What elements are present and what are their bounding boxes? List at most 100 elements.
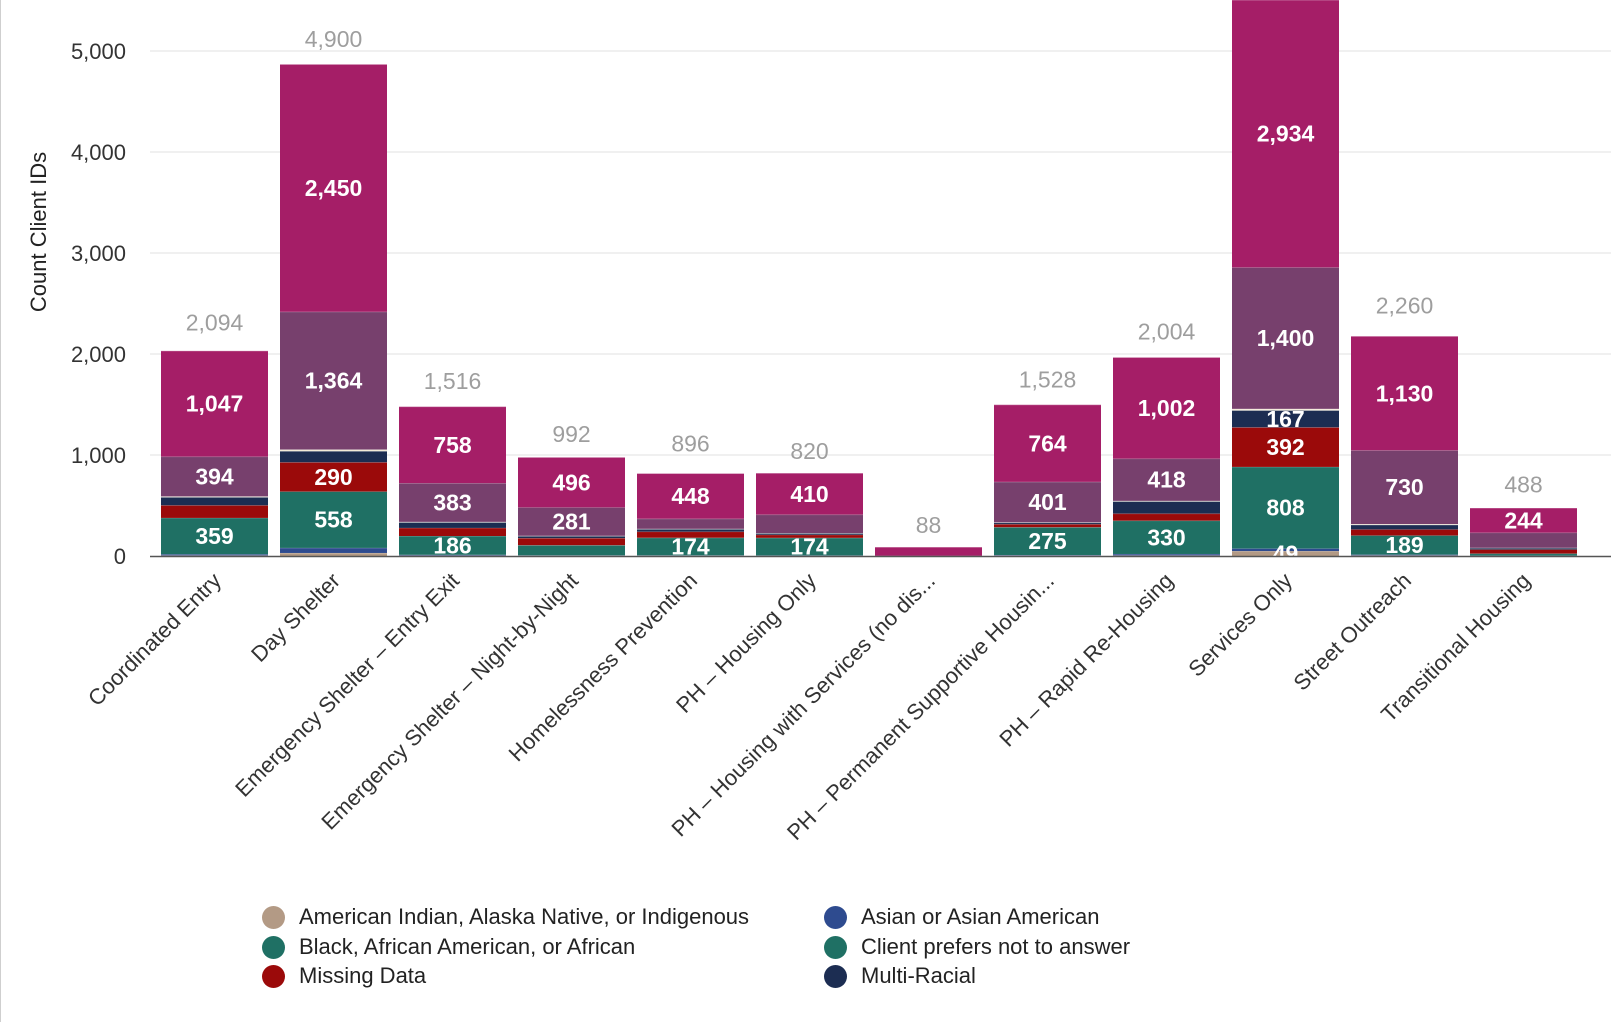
bar-segment[interactable] — [518, 457, 625, 508]
bar-segment[interactable] — [161, 350, 268, 457]
bar-segment[interactable] — [1232, 267, 1339, 409]
bar-segment[interactable] — [280, 462, 387, 492]
x-tick-label: Homelessness Prevention — [504, 568, 702, 766]
bar-segment[interactable] — [399, 522, 506, 528]
bar-segment[interactable] — [756, 537, 863, 556]
bar-segment[interactable] — [1113, 458, 1220, 501]
bar-segment[interactable] — [161, 497, 268, 506]
bar-segment[interactable] — [1113, 357, 1220, 459]
bar-segment[interactable] — [280, 547, 387, 553]
legend-item[interactable]: Missing Data — [262, 962, 426, 990]
bar-segment[interactable] — [1351, 554, 1458, 556]
bar-segment[interactable] — [280, 552, 387, 556]
bar-segment[interactable] — [1113, 501, 1220, 514]
bar-segment[interactable] — [161, 554, 268, 556]
bar-total-label: 2,260 — [1376, 293, 1434, 319]
bar-segment[interactable] — [1470, 549, 1577, 554]
bar-segment[interactable] — [280, 451, 387, 463]
legend-item[interactable]: American Indian, Alaska Native, or Indig… — [262, 903, 749, 931]
bar-segment[interactable] — [399, 527, 506, 537]
bar-segment[interactable] — [1351, 336, 1458, 451]
bar-segment[interactable] — [637, 537, 744, 556]
bar-total-label: 820 — [790, 438, 828, 464]
bar-segment[interactable] — [399, 554, 506, 556]
bar-segment[interactable] — [994, 481, 1101, 523]
bar-segment[interactable] — [756, 514, 863, 534]
left-border — [0, 0, 1, 1022]
bar-segment[interactable] — [161, 496, 268, 498]
bar-segment[interactable] — [1470, 532, 1577, 548]
bar-segment[interactable] — [280, 311, 387, 450]
bar-segment[interactable] — [399, 536, 506, 555]
bar-segment[interactable] — [1470, 553, 1577, 556]
bar-segment[interactable] — [1232, 410, 1339, 428]
y-tick-label: 0 — [114, 544, 126, 569]
bar-segment[interactable] — [637, 473, 744, 519]
bar-segment[interactable] — [994, 527, 1101, 555]
bar-segment[interactable] — [1113, 553, 1220, 556]
segment-value-label: 448 — [671, 483, 710, 509]
bar-segment[interactable] — [756, 473, 863, 515]
bar-segment[interactable] — [280, 64, 387, 312]
legend-swatch-icon — [824, 935, 847, 959]
bar-segment[interactable] — [280, 491, 387, 548]
bar-segment[interactable] — [1351, 555, 1458, 556]
bar-segment[interactable] — [399, 521, 506, 523]
bar-segment[interactable] — [637, 529, 744, 532]
segment-value-label: 174 — [790, 534, 829, 560]
bar-segment[interactable] — [1470, 548, 1577, 550]
bar-segment[interactable] — [1351, 535, 1458, 555]
bar-total-label: 488 — [1504, 472, 1542, 498]
bar-segment[interactable] — [1470, 508, 1577, 533]
bar-segment[interactable] — [1232, 466, 1339, 549]
bar-segment[interactable] — [1113, 500, 1220, 502]
bar-segment[interactable] — [1351, 529, 1458, 536]
bar-segment[interactable] — [756, 533, 863, 535]
legend-swatch-icon — [262, 905, 285, 929]
bar-segment[interactable] — [756, 534, 863, 538]
bar-segment[interactable] — [1351, 450, 1458, 525]
legend-item[interactable]: Multi-Racial — [824, 962, 976, 990]
bar-segment[interactable] — [518, 538, 625, 546]
bar-segment[interactable] — [161, 517, 268, 555]
bar-segment[interactable] — [399, 406, 506, 484]
bar-segment[interactable] — [1113, 555, 1220, 556]
bar-segment[interactable] — [637, 531, 744, 538]
bar-segment[interactable] — [399, 483, 506, 522]
bar-segment[interactable] — [161, 555, 268, 556]
bar-segment[interactable] — [875, 547, 982, 556]
bar-segment[interactable] — [1113, 520, 1220, 554]
bar-segment[interactable] — [161, 505, 268, 518]
legend-swatch-icon — [824, 905, 847, 929]
bar-segment[interactable] — [1113, 513, 1220, 521]
segment-value-label: 764 — [1028, 430, 1067, 456]
x-tick-label: Coordinated Entry — [83, 568, 226, 711]
bar-segment[interactable] — [280, 449, 387, 452]
bar-segment[interactable] — [1232, 548, 1339, 552]
legend-item[interactable]: Client prefers not to answer — [824, 933, 1130, 961]
bar-segment[interactable] — [518, 536, 625, 539]
bar-segment[interactable] — [1232, 408, 1339, 411]
bar-segment[interactable] — [518, 507, 625, 536]
bar-segment[interactable] — [1351, 524, 1458, 525]
bar-segment[interactable] — [1351, 524, 1458, 530]
bar-segment[interactable] — [518, 545, 625, 556]
y-tick-label: 1,000 — [71, 443, 126, 468]
bar-segment[interactable] — [1232, 427, 1339, 467]
data-labels: 359 394 1,047 2,094 558 290 1,364 2,450 4,900 186… — [186, 26, 1543, 566]
bar-segment[interactable] — [994, 522, 1101, 525]
legend-item[interactable]: Asian or Asian American — [824, 903, 1099, 931]
bar-segment[interactable] — [161, 456, 268, 497]
bar-segment[interactable] — [1232, 0, 1339, 268]
bar-total-label: 2,094 — [186, 310, 244, 336]
bar-segment[interactable] — [994, 554, 1101, 556]
segment-value-label: 808 — [1266, 495, 1305, 521]
bar-segment[interactable] — [637, 518, 744, 529]
bar-segment[interactable] — [994, 524, 1101, 528]
bar-total-label: 1,528 — [1019, 367, 1077, 393]
legend-swatch-icon — [824, 964, 847, 988]
bar-segment[interactable] — [1232, 551, 1339, 556]
bar-segment[interactable] — [994, 404, 1101, 482]
x-tick-label: PH – Permanent Supportive Housin... — [782, 568, 1059, 845]
legend-item[interactable]: Black, African American, or African — [262, 933, 635, 961]
